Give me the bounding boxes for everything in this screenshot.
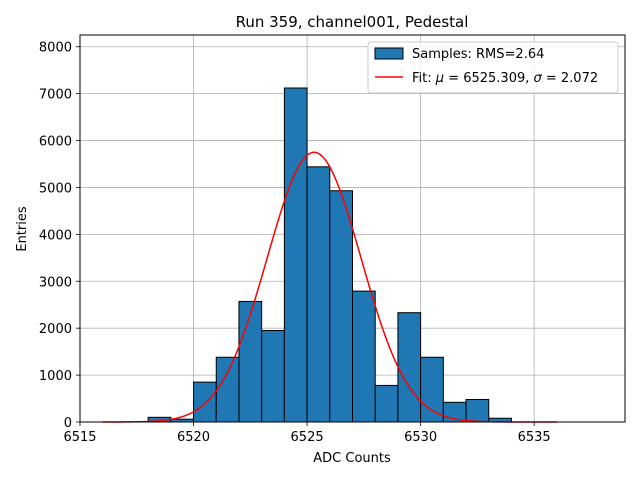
legend-fit-label: Fit: μ = 6525.309, σ = 2.072 [412,71,598,86]
histogram-bar [306,166,331,423]
legend-histogram-label: Samples: RMS=2.64 [412,47,544,62]
legend-fit-prefix: Fit: [412,71,436,86]
axis-ticks: 6515 6520 6525 6530 6535 0 1000 2000 3000 4000 500… [39,41,551,445]
x-tick-label: 6520 [177,430,210,445]
plot-frame [79,34,626,423]
histogram-bar [420,356,444,423]
histogram-bar [238,300,263,423]
x-tick-label: 6530 [404,430,437,445]
histogram-bar [261,330,285,423]
histogram-bar [193,381,217,423]
legend-fit-mu-value: = 6525.309, [444,71,533,86]
histogram-bar [397,312,422,423]
legend: Samples: RMS=2.64 Fit: μ = 6525.309, σ =… [367,41,619,94]
y-tick-label: 0 [64,416,72,431]
y-axis-title: Entries [15,206,30,252]
histogram-bar [465,398,490,423]
x-tick-label: 6525 [291,430,324,445]
y-tick-label: 6000 [39,135,72,150]
legend-histogram-swatch [374,47,404,60]
histogram-bars [147,87,512,423]
histogram-bar [215,356,240,423]
y-tick-label: 7000 [39,88,72,103]
x-tick-label: 6535 [518,430,551,445]
legend-fit-mu-symbol: μ [435,71,444,86]
x-axis-title: ADC Counts [313,451,391,466]
y-tick-label: 5000 [39,181,72,196]
y-tick-label: 3000 [39,275,72,290]
y-tick-label: 4000 [39,228,72,243]
histogram-bar [374,384,399,423]
legend-box [367,41,619,94]
histogram-bar [283,87,308,423]
histogram-bar [329,190,353,423]
y-tick-label: 8000 [39,41,72,56]
legend-fit-sigma-symbol: σ [534,71,543,86]
x-tick-label: 6515 [63,430,96,445]
legend-fit-sigma-value: = 2.072 [542,71,598,86]
chart-title: Run 359, channel001, Pedestal [236,13,469,31]
y-tick-label: 2000 [39,322,72,337]
histogram-bar [352,290,376,423]
y-tick-label: 1000 [39,369,72,384]
